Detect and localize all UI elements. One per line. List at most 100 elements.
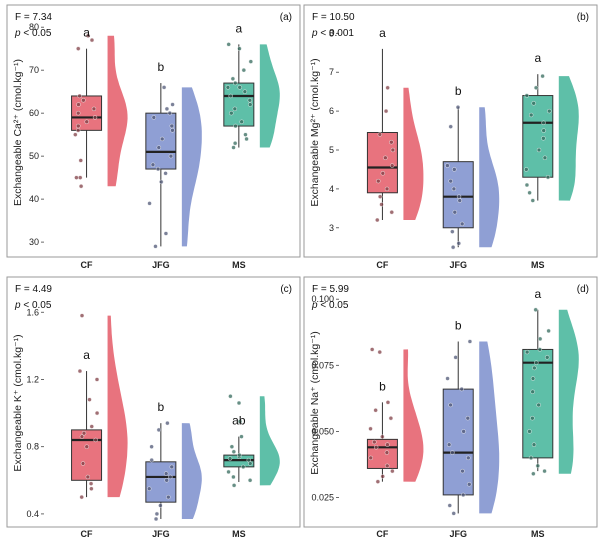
data-point xyxy=(229,110,234,116)
data-point xyxy=(231,449,237,454)
p-value-text: < 0.05 xyxy=(21,300,52,311)
data-point xyxy=(231,474,236,480)
data-point xyxy=(536,402,541,408)
data-point xyxy=(375,217,380,223)
data-point xyxy=(239,119,244,124)
data-point xyxy=(546,328,551,334)
data-point xyxy=(448,178,453,184)
y-tick-label: 4 xyxy=(329,184,334,194)
data-point xyxy=(377,132,383,137)
significance-letter: a xyxy=(235,21,242,35)
panel-tag: (b) xyxy=(577,12,589,23)
data-point xyxy=(390,147,396,153)
data-point xyxy=(451,186,457,192)
data-point xyxy=(368,426,373,431)
p-value-text: < 0.05 xyxy=(318,300,349,311)
x-tick-label: JFG xyxy=(449,529,467,539)
data-point xyxy=(80,461,86,466)
density-cloud xyxy=(181,87,202,247)
data-point xyxy=(530,416,535,421)
box-jfg xyxy=(442,388,474,496)
data-point xyxy=(388,416,394,421)
data-point xyxy=(92,115,98,120)
data-point xyxy=(383,108,389,114)
data-point xyxy=(531,101,536,106)
data-point xyxy=(541,120,546,125)
data-point xyxy=(530,376,536,381)
data-point xyxy=(76,123,81,129)
data-point xyxy=(380,434,385,439)
data-point xyxy=(236,400,242,406)
f-statistic: F = 7.34 xyxy=(15,12,52,23)
chart-panel: 30 40 50 60 70 80 Exchangeable Ca²⁺ (cmol.kg⁻¹… xyxy=(6,4,301,270)
data-point xyxy=(93,437,98,443)
data-point xyxy=(531,442,537,447)
data-point xyxy=(87,397,92,402)
data-point xyxy=(541,128,546,133)
data-point xyxy=(445,376,450,381)
data-point xyxy=(78,158,83,163)
panel-frame xyxy=(6,4,301,258)
data-point xyxy=(450,229,455,234)
data-point xyxy=(459,386,464,392)
data-point xyxy=(390,163,395,168)
data-point xyxy=(78,184,84,189)
data-point xyxy=(166,494,171,500)
data-point xyxy=(545,355,550,360)
y-tick-label: 7 xyxy=(329,67,334,77)
y-tick-label: 0.4 xyxy=(26,509,39,519)
data-point xyxy=(389,210,394,215)
data-point xyxy=(457,198,462,203)
data-point xyxy=(448,124,453,129)
x-tick-label: CF xyxy=(81,260,93,270)
data-point xyxy=(89,424,94,429)
y-tick-label: 0.050 xyxy=(311,426,334,436)
box-cf xyxy=(71,429,103,481)
data-point xyxy=(385,85,390,90)
p-value-text: < 0.001 xyxy=(318,28,355,39)
data-point xyxy=(377,194,383,199)
data-point xyxy=(385,463,390,469)
data-point xyxy=(531,471,536,476)
density-cloud xyxy=(107,315,128,498)
data-point xyxy=(232,106,238,112)
data-point xyxy=(448,402,453,408)
data-point xyxy=(524,182,530,188)
data-point xyxy=(151,115,157,120)
data-point xyxy=(446,442,452,447)
significance-letter: ab xyxy=(232,414,246,428)
y-tick-label: 80 xyxy=(29,22,39,32)
significance-letter: a xyxy=(534,287,541,301)
data-point xyxy=(84,444,89,449)
p-value: p < 0.05 xyxy=(14,28,52,39)
data-point xyxy=(527,429,532,434)
p-value-text: < 0.05 xyxy=(21,28,52,39)
data-point xyxy=(231,483,237,488)
data-point xyxy=(456,194,462,199)
data-point xyxy=(165,420,170,426)
data-point xyxy=(248,59,254,64)
p-symbol: p xyxy=(14,28,21,39)
data-point xyxy=(73,132,78,137)
data-point xyxy=(84,119,89,124)
data-point xyxy=(385,442,390,447)
data-point xyxy=(380,474,385,479)
data-point xyxy=(533,85,539,90)
data-point xyxy=(150,162,156,167)
density-cloud xyxy=(259,44,280,148)
data-point xyxy=(85,33,91,38)
y-axis-title: Exchangeable Ca²⁺ (cmol.kg⁻¹) xyxy=(12,59,24,206)
data-point xyxy=(149,444,154,449)
data-point xyxy=(542,155,548,160)
data-point xyxy=(524,349,530,355)
y-axis-title: Exchangeable Mg²⁺ (cmol.kg⁻¹) xyxy=(309,58,321,206)
data-point xyxy=(167,110,173,116)
data-point xyxy=(246,457,251,463)
data-point xyxy=(542,468,547,474)
density-cloud xyxy=(403,87,424,221)
density-cloud xyxy=(558,309,579,474)
data-point xyxy=(79,313,85,318)
y-tick-label: 1.6 xyxy=(26,307,39,317)
data-point xyxy=(385,400,391,405)
data-point xyxy=(247,98,253,103)
